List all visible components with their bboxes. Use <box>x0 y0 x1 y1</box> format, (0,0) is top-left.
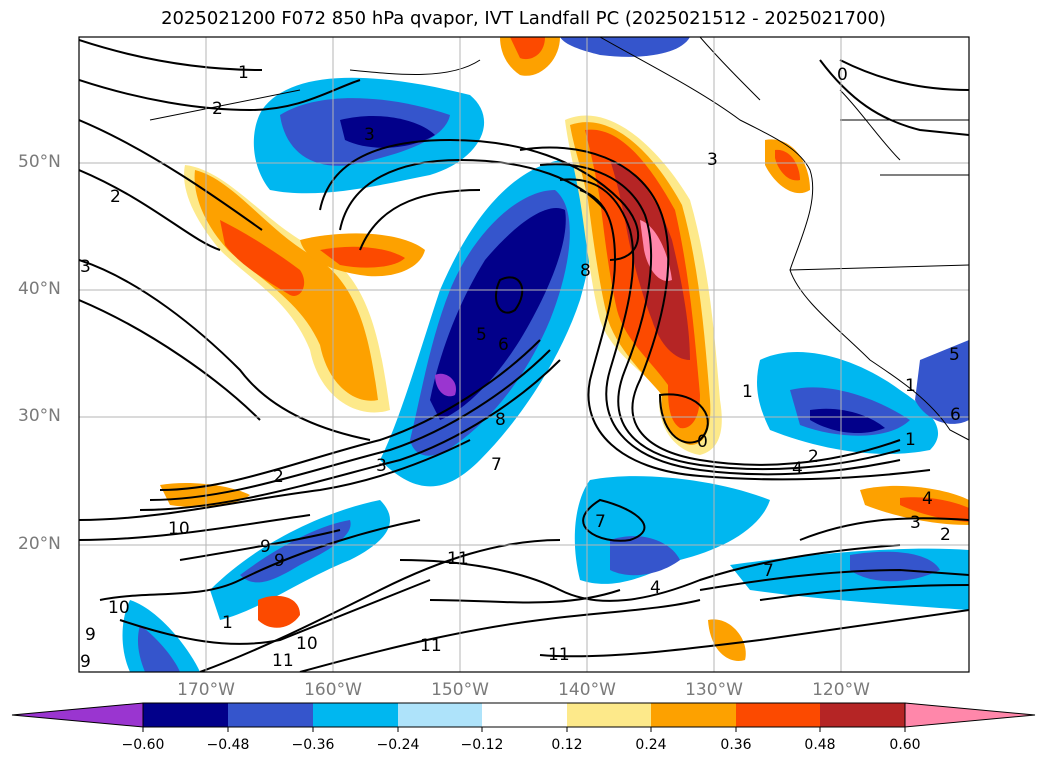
lat-label-40n: 40°N <box>18 279 61 299</box>
shade-navy-east-south <box>850 551 940 582</box>
shade-darknavy-east <box>810 408 885 434</box>
shade-pink-ar <box>640 220 672 281</box>
contour-label: 9 <box>260 537 271 557</box>
lat-label-30n: 30°N <box>18 406 61 426</box>
colorbar-tick-label: 0.24 <box>635 737 667 753</box>
colorbar <box>11 702 1036 732</box>
lon-label-140w: 140°W <box>558 680 616 700</box>
contour-label: 2 <box>273 467 284 487</box>
map-frame <box>78 36 970 673</box>
lat-label-20n: 20°N <box>18 534 61 554</box>
contour-label: 2 <box>212 99 223 119</box>
shade-orange-island <box>258 595 300 628</box>
contour-label: 5 <box>476 325 487 345</box>
lon-label-120w: 120°W <box>812 680 870 700</box>
contour-label: 1 <box>222 613 233 633</box>
shade-red-coast <box>775 149 800 181</box>
colorbar-bin <box>398 703 482 727</box>
colorbar-bin <box>482 703 567 727</box>
contour-label: 7 <box>595 512 606 532</box>
lat-label-50n: 50°N <box>18 152 61 172</box>
contour-labels: 1 2 3 0 3 2 3 5 6 8 8 1 0 4 2 2 3 7 7 10… <box>80 63 961 672</box>
contour-label: 3 <box>376 456 387 476</box>
colorbar-bin <box>820 703 905 727</box>
colorbar-bin <box>228 703 313 727</box>
contour-label: 1 <box>905 430 916 450</box>
shade-darknavy-central <box>430 208 566 420</box>
contour-label: 7 <box>763 561 774 581</box>
contour-label: 3 <box>80 257 91 277</box>
contour-label: 3 <box>707 150 718 170</box>
lon-label-130w: 130°W <box>685 680 743 700</box>
shade-red-se <box>900 497 969 522</box>
contour-label: 6 <box>498 335 509 355</box>
contour-label: 1 <box>238 63 249 83</box>
contour-label: 5 <box>949 345 960 365</box>
contour-label: 10 <box>108 598 130 618</box>
contour-label: 11 <box>548 645 570 665</box>
colorbar-tick-label: −0.24 <box>376 737 420 753</box>
contour-label: 6 <box>950 405 961 425</box>
contour-label: 3 <box>364 125 375 145</box>
contour-label: 9 <box>85 625 96 645</box>
shade-red-west2 <box>320 246 405 268</box>
colorbar-tick-label: 0.48 <box>804 737 836 753</box>
shade-red-top <box>510 37 545 60</box>
contour-label: 9 <box>80 652 91 672</box>
contour-label: 4 <box>650 578 661 598</box>
shade-darknavy-north <box>340 115 435 148</box>
contour-label: 4 <box>792 459 803 479</box>
contour-label: 11 <box>272 651 294 671</box>
colorbar-tick-label: 0.36 <box>720 737 752 753</box>
colorbar-tick-label: −0.60 <box>121 737 165 753</box>
colorbar-tick-label: −0.12 <box>460 737 504 753</box>
contour-label: 1 <box>742 382 753 402</box>
gridlines <box>79 37 969 672</box>
contour-label: 0 <box>697 432 708 452</box>
shade-blue-coast <box>915 340 969 424</box>
colorbar-tick-label: −0.36 <box>291 737 335 753</box>
contour-label: 2 <box>940 525 951 545</box>
colorbar-bin <box>143 703 228 727</box>
shade-red-west <box>220 220 305 296</box>
contour-label: 8 <box>495 410 506 430</box>
contour-label: 9 <box>274 551 285 571</box>
contour-label: 10 <box>296 634 318 654</box>
colorbar-bin <box>313 703 398 727</box>
colorbar-tick-label: 0.60 <box>889 737 921 753</box>
contour-label: 3 <box>910 513 921 533</box>
colorbar-bin <box>736 703 820 727</box>
contour-label: 2 <box>110 187 121 207</box>
shade-navy-southeast <box>610 536 680 576</box>
colorbar-extend-high <box>904 702 1036 728</box>
lon-label-150w: 150°W <box>431 680 489 700</box>
colorbar-tick-label: 0.12 <box>551 737 583 753</box>
contour-label: 7 <box>491 455 502 475</box>
contour-label: 4 <box>922 489 933 509</box>
map-title: 2025021200 F072 850 hPa qvapor, IVT Land… <box>161 8 886 29</box>
shade-purple-central <box>435 373 456 397</box>
contour-label: 11 <box>447 549 469 569</box>
contour-label: 2 <box>808 447 819 467</box>
shade-blue-top <box>560 37 690 57</box>
colorbar-bin <box>651 703 736 727</box>
shade-navy-southwest <box>137 625 180 672</box>
contour-label: 10 <box>168 519 190 539</box>
lon-label-170w: 170°W <box>177 680 235 700</box>
colorbar-extend-low <box>11 702 144 728</box>
lon-label-160w: 160°W <box>304 680 362 700</box>
field-shading <box>122 37 969 672</box>
contour-label: 1 <box>905 376 916 396</box>
contour-label: 8 <box>580 261 591 281</box>
contour-label: 11 <box>420 636 442 656</box>
coastlines <box>149 37 969 441</box>
colorbar-bin <box>567 703 651 727</box>
shade-orange-south <box>708 619 746 661</box>
colorbar-tick-label: −0.48 <box>206 737 250 753</box>
contour-label: 0 <box>837 65 848 85</box>
